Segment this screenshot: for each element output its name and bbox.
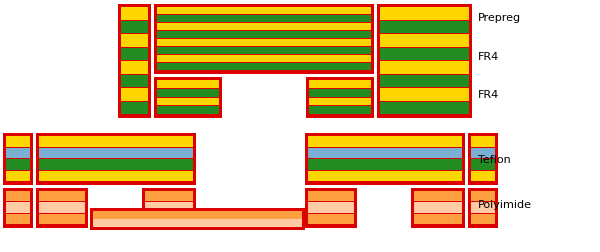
Bar xyxy=(308,147,462,158)
Bar xyxy=(39,147,193,158)
Bar xyxy=(380,75,469,87)
Bar xyxy=(157,89,219,97)
Bar xyxy=(121,20,148,33)
Bar xyxy=(6,147,30,158)
Bar xyxy=(157,80,219,88)
Text: Polyimide: Polyimide xyxy=(478,200,532,210)
Bar xyxy=(157,47,371,54)
Bar xyxy=(380,88,469,101)
Bar xyxy=(39,202,85,213)
Bar xyxy=(6,202,30,213)
Bar xyxy=(157,7,371,14)
Bar xyxy=(468,133,498,185)
Bar xyxy=(471,136,495,146)
Bar xyxy=(308,171,462,181)
Bar xyxy=(380,20,469,33)
Bar xyxy=(308,136,462,146)
Bar xyxy=(414,191,462,201)
Bar xyxy=(121,88,148,101)
Text: FR4: FR4 xyxy=(478,90,499,100)
Bar xyxy=(145,214,193,224)
Text: FR4: FR4 xyxy=(478,52,499,62)
Bar xyxy=(154,4,374,74)
Bar xyxy=(380,34,469,47)
Bar xyxy=(121,61,148,74)
Bar xyxy=(121,47,148,60)
Bar xyxy=(154,77,222,118)
Bar xyxy=(145,191,193,201)
Bar xyxy=(121,7,148,19)
Bar xyxy=(308,214,354,224)
Bar xyxy=(157,55,371,62)
Bar xyxy=(309,98,371,105)
Bar xyxy=(308,159,462,170)
Bar xyxy=(142,188,196,228)
Bar xyxy=(6,159,30,170)
Bar xyxy=(380,7,469,19)
Bar xyxy=(471,214,495,224)
Bar xyxy=(380,102,469,114)
Bar xyxy=(308,191,354,201)
Bar xyxy=(39,171,193,181)
Bar xyxy=(380,61,469,74)
Bar xyxy=(121,102,148,114)
Bar xyxy=(157,15,371,22)
Bar xyxy=(157,98,219,105)
Bar xyxy=(471,171,495,181)
Text: Prepreg: Prepreg xyxy=(478,13,521,23)
Bar xyxy=(306,77,374,118)
Bar xyxy=(36,133,196,185)
Bar xyxy=(145,202,193,213)
Bar xyxy=(3,188,33,228)
Bar xyxy=(6,136,30,146)
Bar xyxy=(118,4,151,118)
Bar xyxy=(157,106,219,114)
Bar xyxy=(157,39,371,46)
Bar xyxy=(471,191,495,201)
Bar xyxy=(6,214,30,224)
Bar xyxy=(471,159,495,170)
Text: Teflon: Teflon xyxy=(478,155,511,165)
Bar xyxy=(411,188,465,228)
Bar xyxy=(121,34,148,47)
Bar xyxy=(305,133,465,185)
Bar xyxy=(414,202,462,213)
Bar xyxy=(309,106,371,114)
Bar xyxy=(414,214,462,224)
Bar xyxy=(468,188,498,228)
Bar xyxy=(39,214,85,224)
Bar xyxy=(157,23,371,30)
Bar xyxy=(377,4,472,118)
Bar xyxy=(471,202,495,213)
Bar xyxy=(6,171,30,181)
Bar xyxy=(39,159,193,170)
Bar xyxy=(309,80,371,88)
Bar xyxy=(121,75,148,87)
Bar xyxy=(6,191,30,201)
Bar xyxy=(471,147,495,158)
Bar xyxy=(90,208,305,230)
Bar xyxy=(93,211,302,219)
Bar xyxy=(3,133,33,185)
Bar xyxy=(39,191,85,201)
Bar xyxy=(308,202,354,213)
Bar xyxy=(305,188,357,228)
Bar xyxy=(93,219,302,227)
Bar xyxy=(380,47,469,60)
Bar xyxy=(39,136,193,146)
Bar xyxy=(309,89,371,97)
Bar xyxy=(36,188,88,228)
Bar xyxy=(157,31,371,38)
Bar xyxy=(157,63,371,70)
